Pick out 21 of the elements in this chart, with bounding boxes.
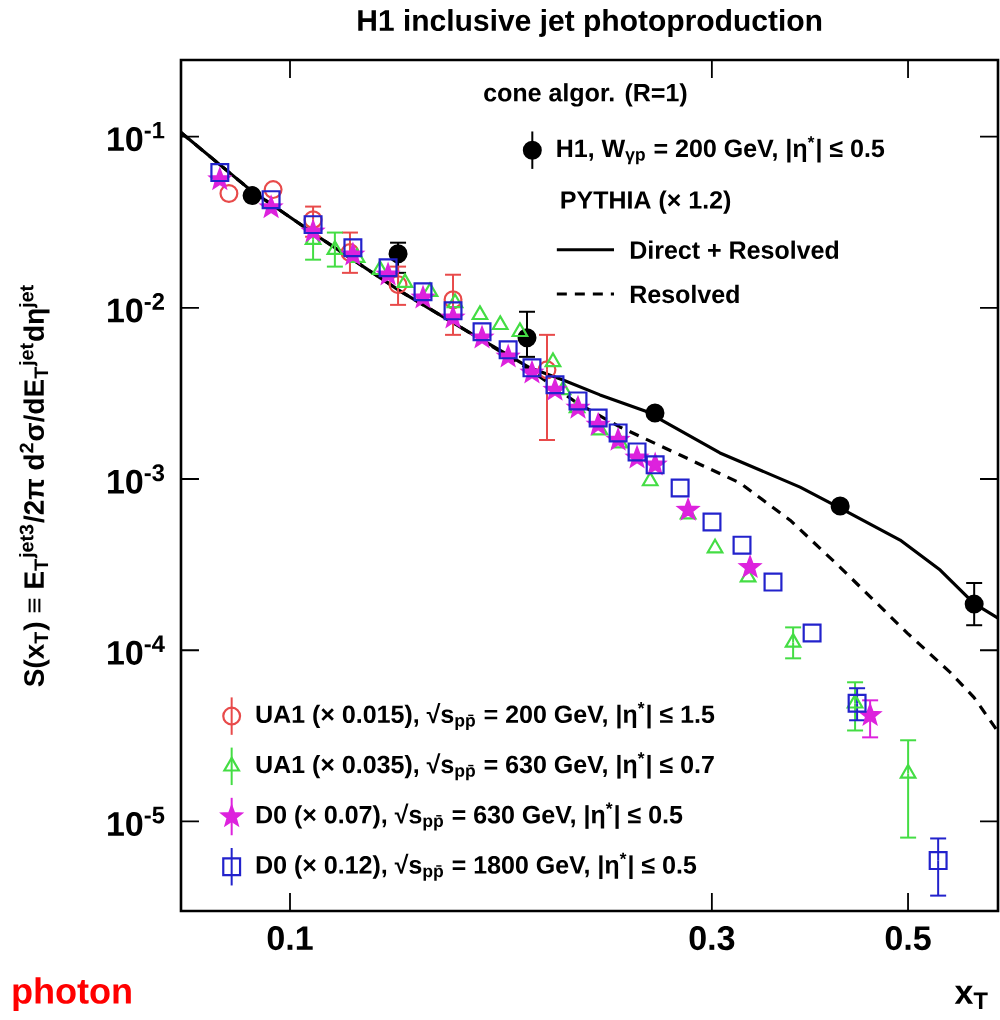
x-axis-title: x$_{T}$ — [954, 985, 988, 1009]
text: S(x$_{T}$) ≡ E$_{T}$$^{jet3}$/2π d$^{2}$σ/dE$_{T}$$^{jet}$dη$^{jet}$ — [19, 285, 50, 687]
legend-label: UA1 (× 0.015), √s$_{pp̄}$ = 200 GeV, |η$^{*}$| ≤ 1.5 — [256, 702, 715, 731]
y-tick-label: 10$^{-1}$ — [108, 121, 165, 152]
legend-label: D0 (× 0.12), √s$_{pp̄}$ = 1800 GeV, |η$^{*}$| ≤ 0.5 — [256, 852, 697, 881]
annotation: PYTHIA (× 1.2) — [561, 190, 731, 214]
chart-title: H1 inclusive jet photoproduction — [358, 9, 822, 37]
legend-label: Resolved — [630, 284, 739, 304]
y-tick-label: 10$^{-4}$ — [108, 635, 165, 665]
legend-label: H1, W$_{γp}$ = 200 GeV, |η$^{*}$| ≤ 0.5 — [557, 136, 885, 165]
y-tick-label: 10$^{-2}$ — [108, 293, 164, 323]
legend-title: cone algor. (R=1) — [484, 83, 687, 107]
y-tick-label: 10$^{-3}$ — [108, 464, 165, 494]
text: photon — [13, 977, 131, 1011]
legend-label: D0 (× 0.07), √s$_{pp̄}$ = 630 GeV, |η$^{*}$| ≤ 0.5 — [256, 802, 683, 831]
legend-label: UA1 (× 0.035), √s$_{pp̄}$ = 630 GeV, |η$^{*}$| ≤ 0.7 — [256, 752, 714, 781]
legend-label: Direct + Resolved — [630, 240, 839, 259]
x-tick-label: 0.5 — [885, 926, 931, 951]
y-tick-label: 10$^{-5}$ — [108, 806, 165, 837]
x-tick-label: 0.1 — [267, 926, 313, 951]
x-tick-label: 0.3 — [689, 926, 735, 951]
